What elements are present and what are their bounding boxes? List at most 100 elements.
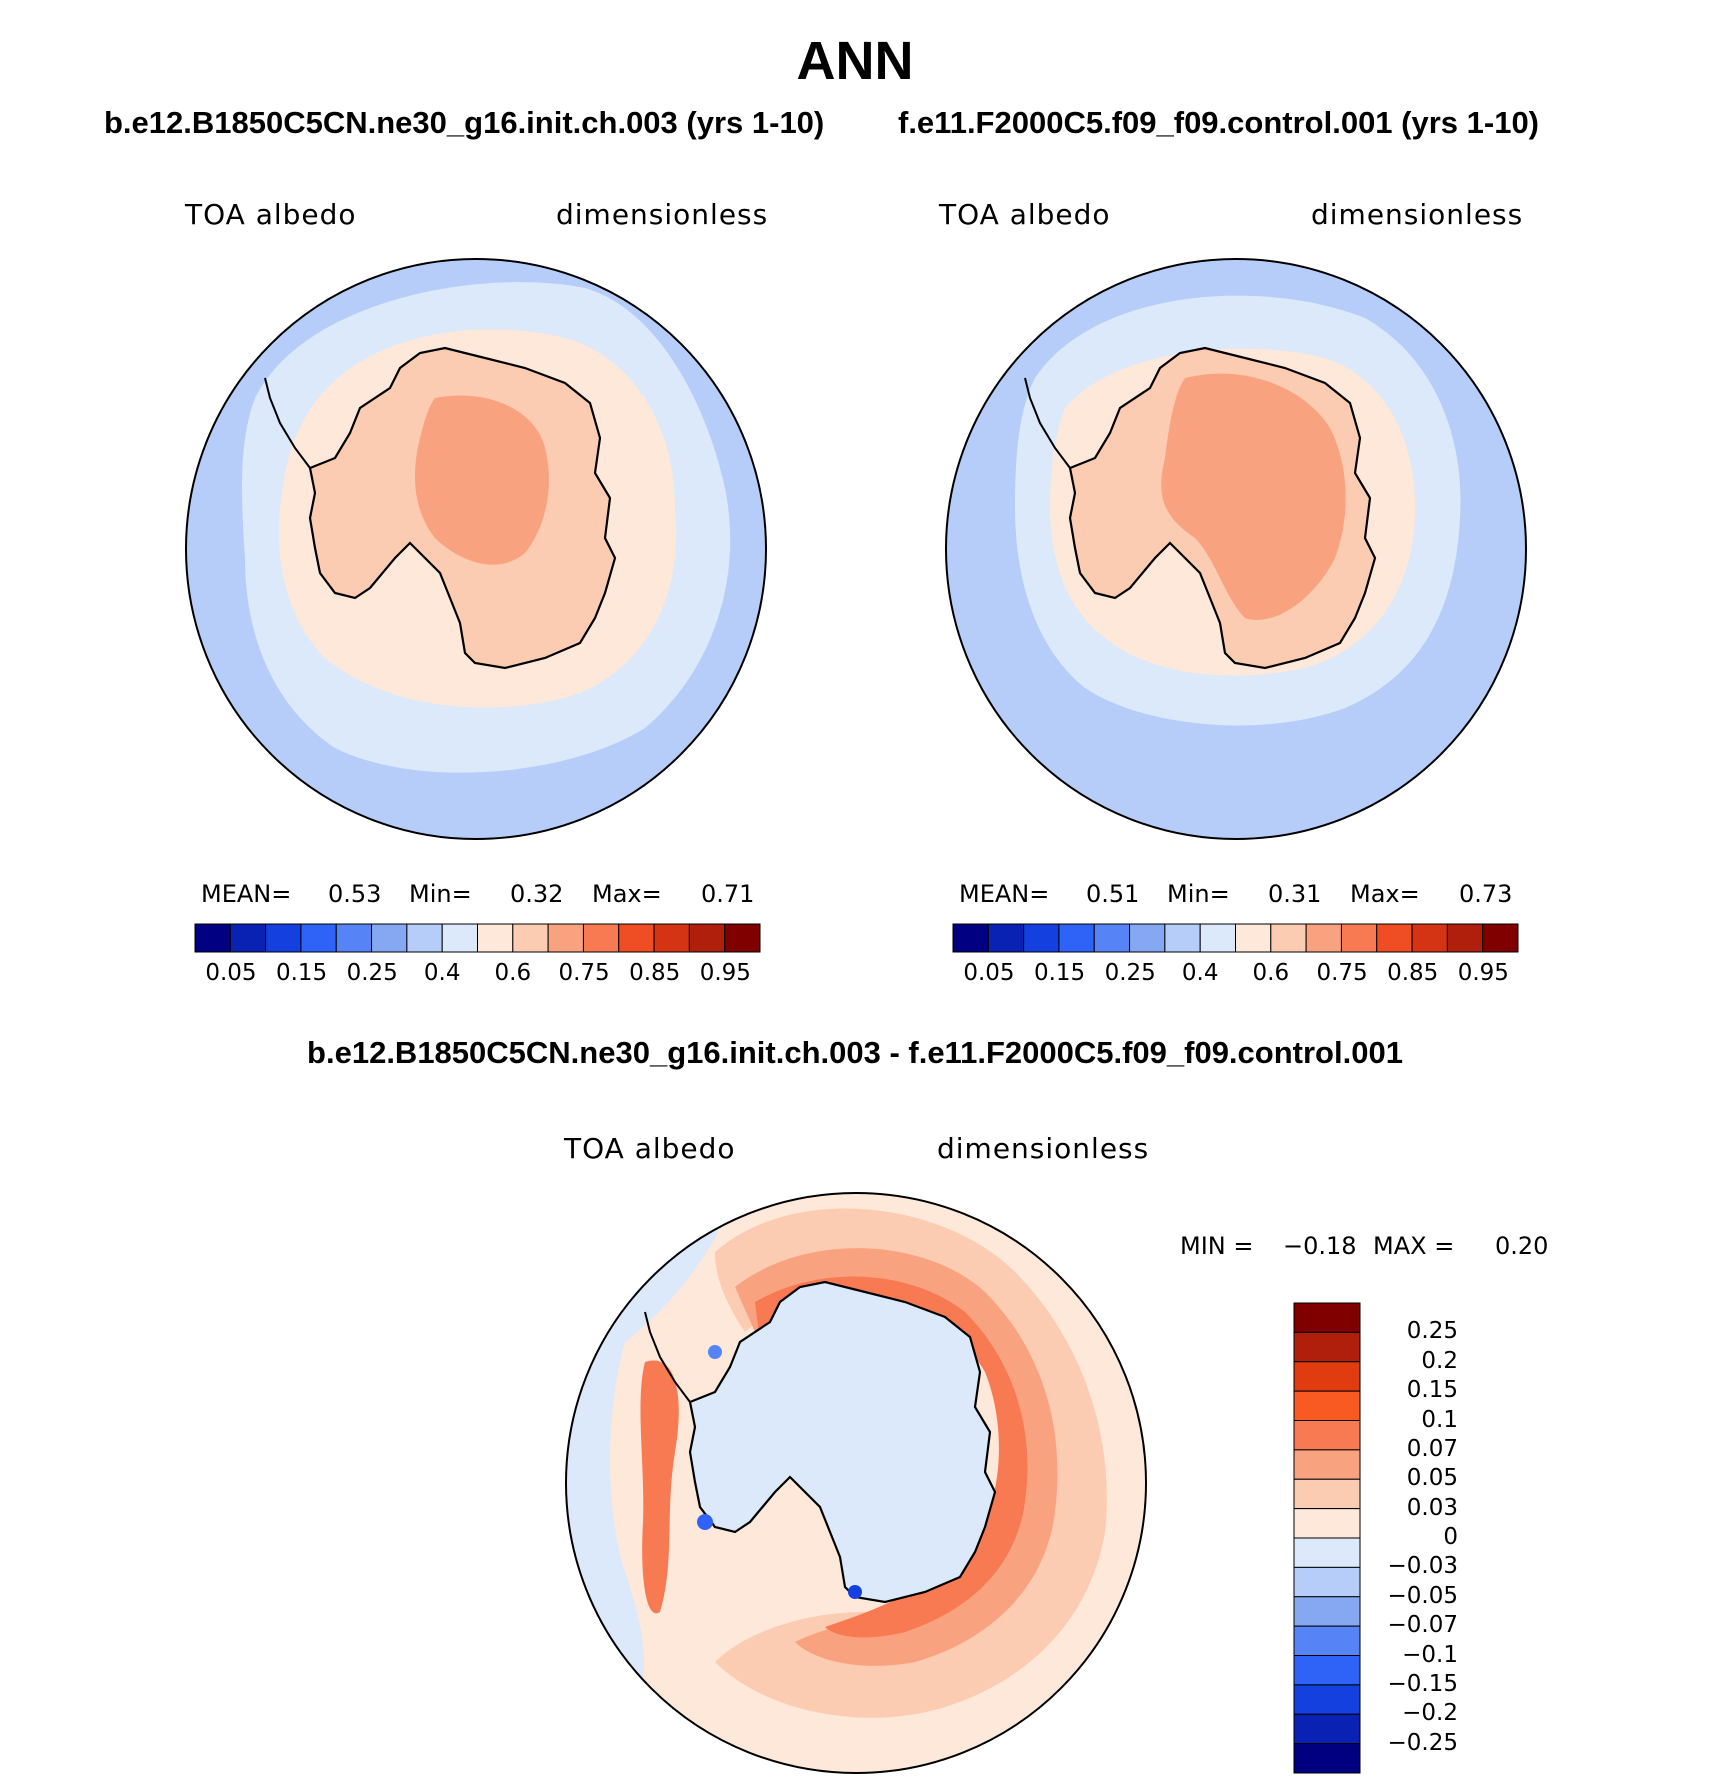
right-colorbar-box — [1446, 923, 1484, 953]
diff-colorbar-box — [1293, 1625, 1361, 1657]
diff-colorbar-tick-label: 0.2 — [1421, 1347, 1458, 1374]
right-units-label: dimensionless — [1311, 198, 1524, 231]
right-colorbar-box — [1411, 923, 1448, 953]
right-mean-label: MEAN= — [959, 880, 1050, 908]
left-mean-value: 0.53 — [328, 880, 382, 908]
left-min-label: Min= — [409, 880, 472, 908]
diff-min-label: MIN = — [1180, 1232, 1254, 1260]
diff-max-value: 0.20 — [1495, 1232, 1549, 1260]
diff-max-label: MAX = — [1373, 1232, 1455, 1260]
left-max-value: 0.71 — [701, 880, 755, 908]
left-min-value: 0.32 — [510, 880, 564, 908]
diff-colorbar-tick-label: −0.2 — [1402, 1700, 1458, 1727]
difference-polar-map — [565, 1192, 1147, 1774]
right-colorbar-tick-label: 0.85 — [1387, 960, 1439, 986]
left-colorbar-box — [265, 923, 302, 953]
left-colorbar-box — [371, 923, 408, 953]
right-colorbar-tick-label: 0.95 — [1457, 960, 1509, 986]
left-colorbar-box — [724, 923, 761, 953]
diff-colorbar-box — [1293, 1420, 1361, 1451]
diff-colorbar-box — [1293, 1713, 1361, 1745]
diff-colorbar-box — [1293, 1449, 1361, 1480]
right-colorbar-box — [1058, 923, 1095, 953]
left-case-title: b.e12.B1850C5CN.ne30_g16.init.ch.003 (yr… — [104, 105, 825, 140]
left-colorbar-tick-label: 0.05 — [205, 960, 257, 986]
diff-colorbar-box — [1293, 1361, 1361, 1392]
right-colorbar-tick-label: 0.25 — [1104, 960, 1156, 986]
diff-map-pos-ring-2 — [735, 1248, 1058, 1666]
left-colorbar-box — [582, 923, 620, 953]
left-colorbar-box — [194, 923, 231, 953]
diff-colorbar-tick-label: −0.1 — [1402, 1641, 1458, 1668]
right-colorbar-box — [1270, 923, 1307, 953]
right-max-value: 0.73 — [1459, 880, 1513, 908]
right-polar-map — [945, 258, 1527, 840]
left-colorbar-tick-label: 0.4 — [423, 960, 461, 986]
left-colorbar-box — [547, 923, 584, 953]
right-colorbar-tick-label: 0.75 — [1316, 960, 1368, 986]
diff-colorbar-box — [1293, 1655, 1361, 1686]
diff-units-label: dimensionless — [937, 1132, 1150, 1165]
diff-colorbar-box — [1293, 1684, 1361, 1715]
left-colorbar-box — [229, 923, 267, 953]
right-map-peninsula — [1024, 377, 1071, 469]
diff-colorbar-tick-label: −0.07 — [1387, 1612, 1458, 1639]
right-variable-label: TOA albedo — [939, 198, 1111, 231]
diff-map-continent — [688, 1280, 997, 1604]
right-colorbar-box — [1199, 923, 1237, 953]
right-colorbar-box — [1235, 923, 1272, 953]
diff-colorbar-box — [1293, 1331, 1361, 1363]
diff-map-neg-spot-1 — [708, 1345, 722, 1359]
right-colorbar-box — [1164, 923, 1201, 953]
diff-map-neg-spot-2 — [697, 1514, 713, 1530]
right-colorbar-box — [1305, 923, 1342, 953]
left-variable-label: TOA albedo — [185, 198, 357, 231]
right-min-value: 0.31 — [1268, 880, 1322, 908]
left-mean-label: MEAN= — [201, 880, 292, 908]
left-colorbar-box — [618, 923, 655, 953]
diff-colorbar-tick-label: −0.15 — [1387, 1670, 1458, 1697]
right-colorbar-tick-label: 0.05 — [963, 960, 1015, 986]
diff-map-neg-spot-3 — [848, 1585, 862, 1599]
right-max-label: Max= — [1350, 880, 1420, 908]
left-colorbar-box — [688, 923, 726, 953]
diff-min-value: −0.18 — [1283, 1232, 1357, 1260]
diff-map-pos-west-strip — [640, 1360, 679, 1614]
diff-colorbar-box — [1293, 1596, 1361, 1627]
diff-colorbar-tick-label: −0.05 — [1387, 1582, 1458, 1609]
right-map-interior — [1161, 373, 1346, 620]
right-colorbar-box — [1340, 923, 1378, 953]
diff-colorbar-box — [1293, 1302, 1361, 1333]
diff-variable-label: TOA albedo — [564, 1132, 736, 1165]
left-colorbar-box — [300, 923, 337, 953]
right-colorbar-tick-label: 0.4 — [1181, 960, 1219, 986]
right-colorbar-tick-label: 0.15 — [1033, 960, 1086, 986]
right-colorbar-box — [952, 923, 989, 953]
diff-colorbar-tick-label: 0.25 — [1406, 1318, 1458, 1345]
left-colorbar-tick-label: 0.15 — [275, 960, 328, 986]
right-min-label: Min= — [1167, 880, 1230, 908]
left-map-interior — [415, 395, 549, 565]
left-colorbar-tick-label: 0.25 — [346, 960, 398, 986]
right-colorbar-box — [1482, 923, 1519, 953]
right-colorbar-box — [1129, 923, 1166, 953]
left-colorbar-box — [441, 923, 479, 953]
diff-map-peninsula — [644, 1311, 691, 1403]
diff-colorbar-tick-label: 0.05 — [1406, 1465, 1458, 1492]
diff-colorbar-box — [1293, 1390, 1361, 1422]
left-units-label: dimensionless — [556, 198, 769, 231]
diff-colorbar-tick-label: 0 — [1443, 1524, 1458, 1550]
difference-title: b.e12.B1850C5CN.ne30_g16.init.ch.003 - f… — [307, 1035, 1403, 1070]
left-colorbar-box — [653, 923, 690, 953]
right-colorbar-tick-label: 0.6 — [1252, 960, 1290, 986]
figure-title: ANN — [796, 31, 914, 91]
diff-colorbar-box — [1293, 1537, 1361, 1568]
diff-colorbar-box — [1293, 1566, 1361, 1598]
diff-colorbar-tick-label: −0.03 — [1387, 1553, 1458, 1580]
diff-colorbar-box — [1293, 1743, 1361, 1774]
right-mean-value: 0.51 — [1086, 880, 1140, 908]
diff-map-neg-west — [566, 1193, 735, 1773]
diff-colorbar-box — [1293, 1478, 1361, 1510]
right-colorbar-box — [1376, 923, 1413, 953]
left-colorbar-box — [477, 923, 514, 953]
